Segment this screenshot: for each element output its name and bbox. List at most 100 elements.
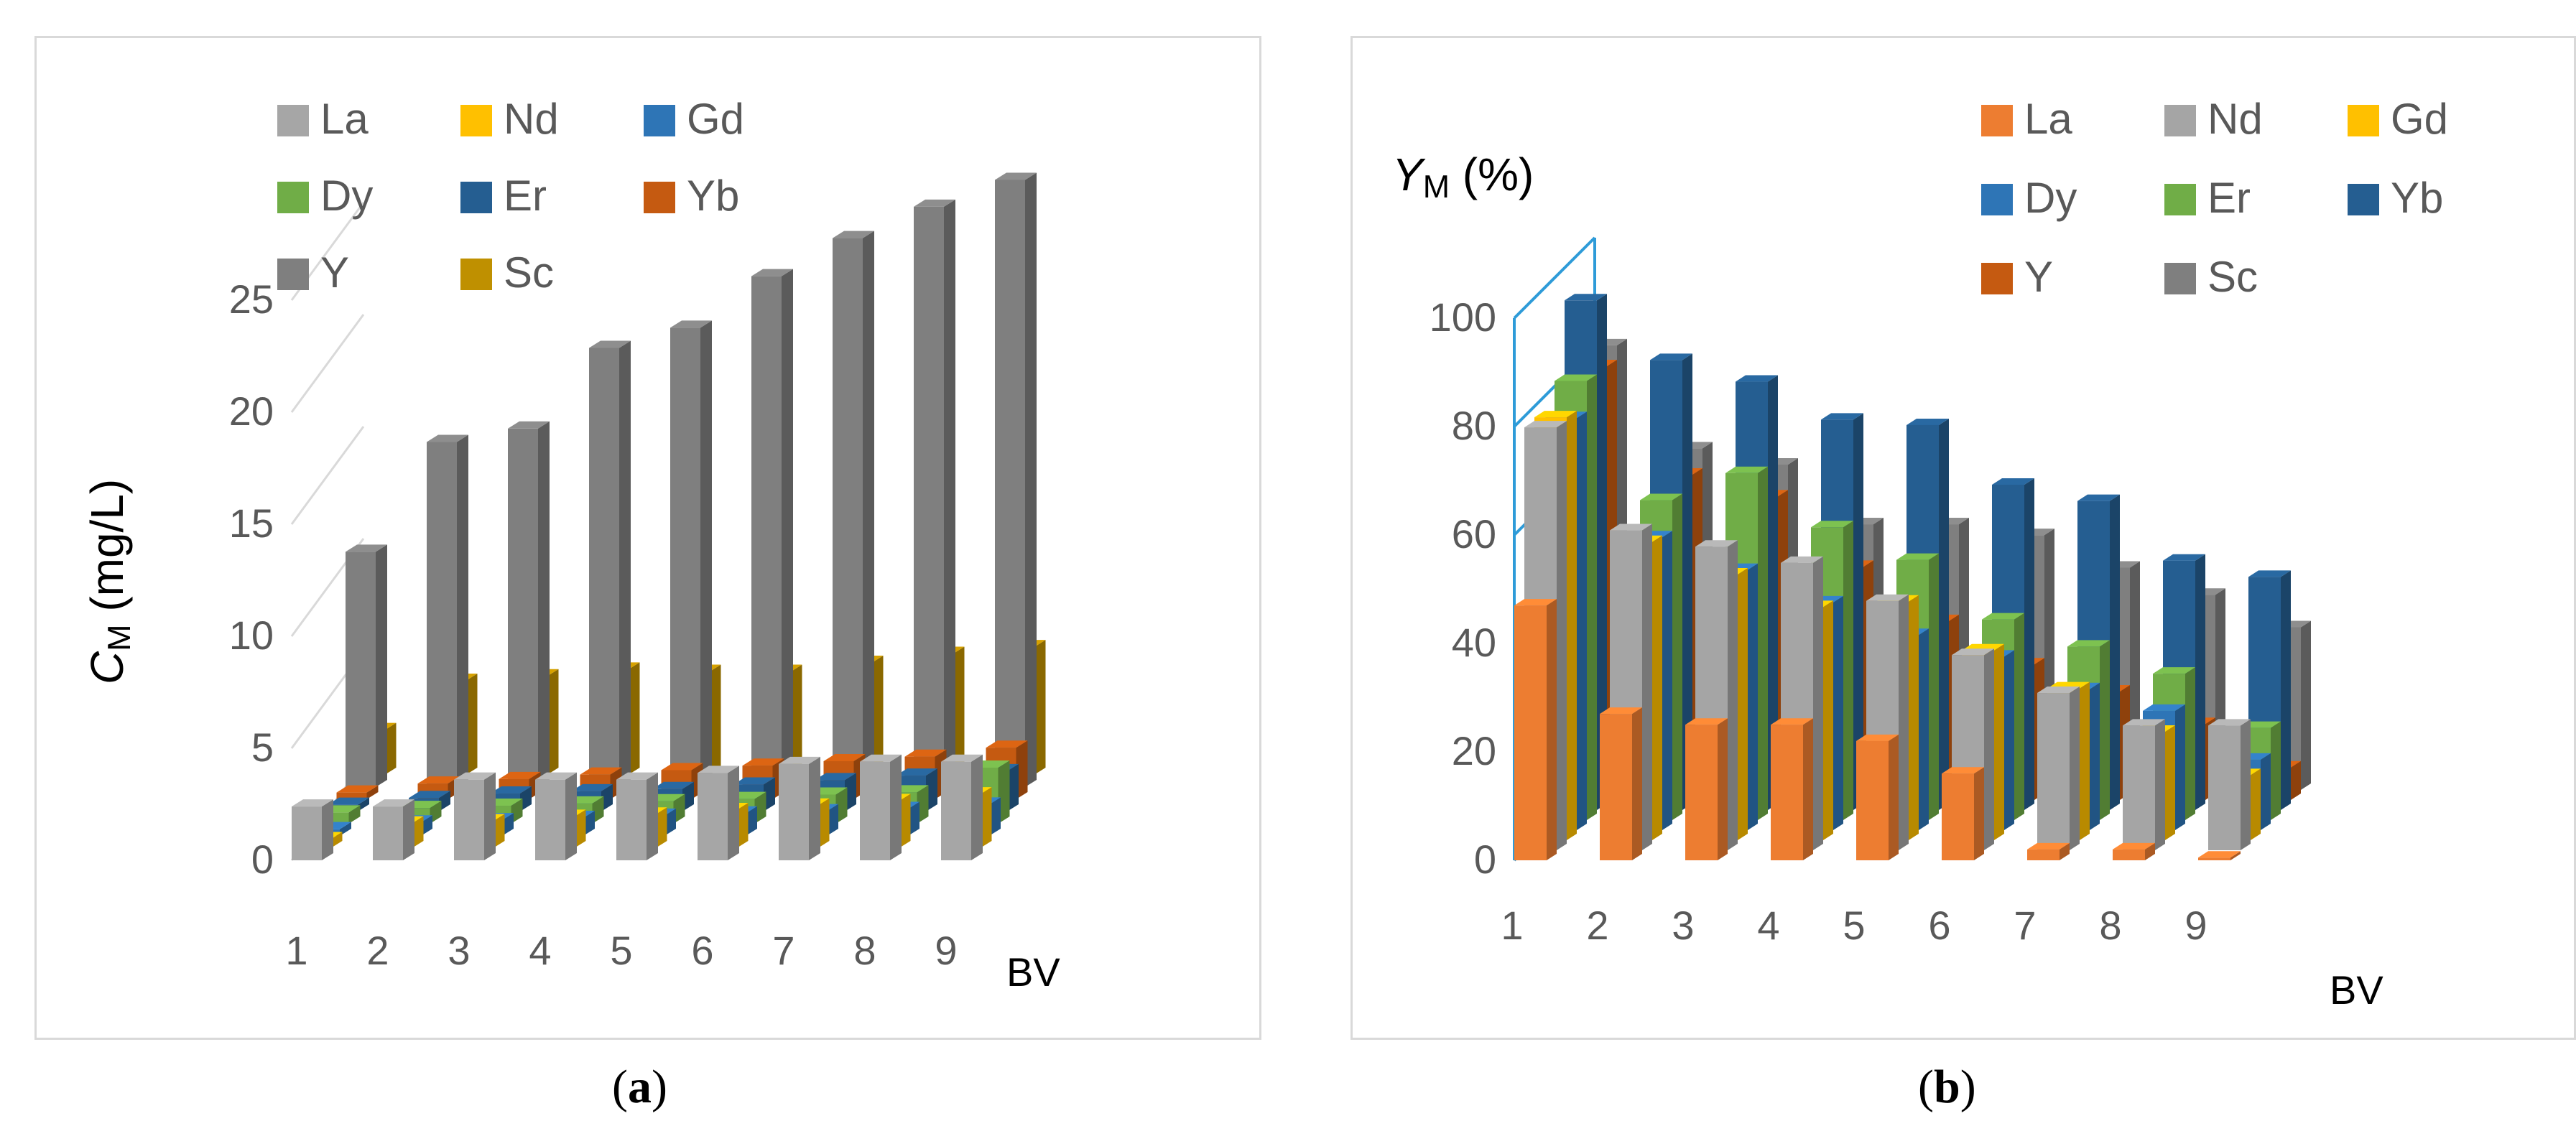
bar-top: [1565, 294, 1607, 301]
bar-top: [1781, 556, 1823, 563]
bar-side: [2165, 725, 2175, 840]
bar-top: [2208, 719, 2251, 726]
bar-top: [1771, 718, 1813, 725]
bar-side: [863, 231, 874, 788]
series-la: [1514, 599, 2241, 860]
bar-side: [1803, 718, 1813, 860]
bar-side: [2100, 640, 2110, 820]
bar-side: [1939, 418, 1949, 810]
bar-side: [628, 662, 640, 775]
x-tick-label: 6: [1928, 903, 1950, 948]
bar: [1942, 767, 1984, 860]
x-tick-label: 2: [366, 928, 389, 973]
bar-side: [754, 791, 766, 824]
gridline: [290, 314, 365, 413]
bar-top: [616, 772, 658, 780]
bar-side: [2195, 554, 2205, 810]
bar: [616, 772, 658, 860]
legend-swatch: [2348, 105, 2379, 136]
bar-front: [2037, 693, 2070, 850]
y-axis-label-symbol: Y: [1392, 149, 1426, 200]
bar-top: [779, 756, 820, 764]
bar-side: [601, 783, 613, 811]
bar-side: [1718, 718, 1728, 860]
bar-side: [1034, 640, 1046, 775]
bar-side: [457, 434, 468, 787]
bar-top: [535, 772, 577, 780]
bar-side: [736, 802, 749, 848]
chart-panel-b: 0 20 40 60 80 100 1 2 3 4 5 6 7 8 9 YM (%) BV La Nd Gd Dy Er Y…: [1350, 36, 2576, 1040]
bar: [1856, 734, 1899, 860]
y-tick-labels: 0 20 40 60 80 100: [1430, 294, 1496, 882]
x-tick-label: 8: [853, 928, 876, 973]
legend-swatch: [644, 105, 675, 136]
x-tick-label: 7: [772, 928, 794, 973]
bar-top: [1982, 613, 2024, 620]
bar-side: [2024, 478, 2034, 810]
y-tick-label: 80: [1452, 403, 1496, 448]
bar-top: [336, 785, 379, 793]
bar: [941, 754, 983, 860]
bar-side: [502, 813, 514, 836]
bar-side: [764, 777, 775, 811]
legend-swatch: [277, 259, 309, 290]
bar-side: [790, 664, 802, 775]
bar: [336, 785, 379, 799]
bar-front: [2198, 857, 2230, 860]
bar-side: [2090, 682, 2100, 830]
bar-side: [944, 199, 955, 787]
legend-label: La: [2024, 95, 2072, 143]
bar-side: [2271, 721, 2281, 820]
bar-side: [1843, 521, 1853, 820]
bar-side: [1748, 563, 1758, 830]
bar-top: [373, 799, 414, 807]
y-axis-label-subscript: M: [1423, 169, 1450, 205]
bar-side: [809, 756, 820, 860]
bar-top: [914, 199, 955, 207]
bar-side: [647, 772, 658, 860]
x-tick-label: 9: [2184, 903, 2207, 948]
bar-front: [1942, 773, 1974, 860]
legend-label: Y: [2024, 253, 2053, 301]
bar-top: [1896, 553, 1939, 560]
bar-top: [1992, 478, 2034, 485]
bar-side: [700, 320, 712, 787]
bar-side: [1768, 375, 1778, 810]
bar: [427, 434, 468, 787]
caption-a-letter: a: [627, 1061, 652, 1113]
bar-front: [1856, 740, 1889, 860]
x-axis-label: BV: [2330, 967, 2383, 1013]
bar-top: [1811, 521, 1853, 528]
bar-side: [2060, 842, 2070, 860]
legend-swatch: [460, 182, 492, 213]
y-tick-label: 15: [229, 501, 274, 546]
bar-side: [1738, 568, 1748, 840]
bar-side: [2261, 753, 2271, 830]
bar-top: [1866, 594, 1909, 601]
bar-side: [664, 808, 676, 836]
y-axis-label-unit: (%): [1450, 149, 1534, 200]
bar: [2208, 719, 2251, 850]
x-tick-label: 5: [610, 928, 632, 973]
bar-front: [779, 763, 809, 860]
bar-top: [1736, 375, 1778, 382]
bar-side: [520, 786, 532, 811]
legend-swatch: [644, 182, 675, 213]
bar-top: [1856, 734, 1899, 741]
bar-top: [589, 340, 631, 348]
legend-label: Nd: [504, 95, 559, 143]
bar-side: [403, 799, 414, 860]
bar-top: [995, 172, 1037, 180]
bar-side: [980, 787, 992, 848]
bar-side: [2281, 570, 2291, 810]
bar: [373, 799, 414, 860]
bar-side: [728, 766, 739, 860]
bar: [860, 754, 902, 860]
bar-side: [1597, 294, 1607, 810]
bar-top: [1725, 466, 1768, 473]
legend-swatch: [277, 105, 309, 136]
bar-side: [908, 801, 919, 836]
chart-panel-a: 0 5 10 15 20 25 1 2 3 4 5 6 7 8 9 CM (mg/L) BV La Nd Gd Dy Er…: [34, 36, 1261, 1040]
bar-side: [376, 544, 387, 787]
bar-top: [499, 771, 541, 779]
